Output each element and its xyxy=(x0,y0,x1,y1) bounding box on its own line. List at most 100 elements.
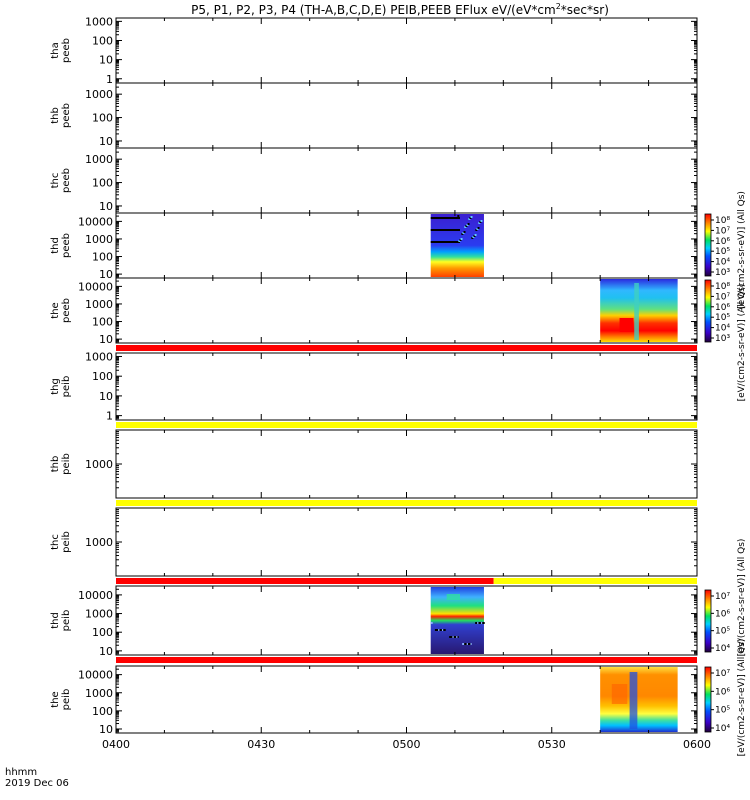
panel-thb-peib: 1000 thbpeib xyxy=(50,422,698,499)
colorbar-tick-label: 10⁴ xyxy=(715,644,730,654)
noise-dot-15 xyxy=(465,643,468,645)
noise-dot-15 xyxy=(466,224,469,226)
panel-frame xyxy=(115,212,698,279)
noise-dot-6 xyxy=(455,636,458,638)
colorbar-3: 10⁷ 10⁶ 10⁵ 10⁴ [eV/(cm2-s-sr-eV)] (All Qs) xyxy=(704,639,747,757)
hot-region-0 xyxy=(611,684,628,704)
y-tick-label: 10 xyxy=(99,645,113,658)
noise-dot-5 xyxy=(468,218,471,220)
noise-dot-14 xyxy=(459,239,462,241)
y-tick-label: 1000 xyxy=(85,15,113,28)
noise-dot-8 xyxy=(465,225,468,227)
y-axis-label: thdpeeb xyxy=(50,233,72,258)
y-tick-label: 1000 xyxy=(85,350,113,363)
panel-thb-peeb: 1000 100 10 thbpeeb xyxy=(50,82,698,149)
panel-frame xyxy=(115,429,698,499)
y-tick-label: 100 xyxy=(92,316,113,329)
panel-thc-peib: 1000 thcpeib xyxy=(50,500,698,577)
colorbar-tick-label: 10⁵ xyxy=(715,706,730,716)
noise-dot-17 xyxy=(438,629,441,631)
x-tick-label: 0500 xyxy=(393,738,421,751)
panel-frame xyxy=(115,585,698,656)
panel-thg-peib: 1000 100 10 1 thgpeib xyxy=(50,345,698,423)
y-tick-label: 10000 xyxy=(78,215,113,228)
noise-stripe-1 xyxy=(430,229,461,231)
y-axis-label: thbpeeb xyxy=(50,103,72,128)
noise-dot-4 xyxy=(461,233,464,235)
y-axis-label: thapeeb xyxy=(50,38,72,63)
colorbar-scale xyxy=(704,279,712,343)
panel-frame xyxy=(115,147,698,214)
y-tick-label: 1000 xyxy=(85,88,113,101)
colorbar-tick-label: 10⁸ xyxy=(715,282,730,292)
noise-dot-19 xyxy=(470,216,473,218)
x-axis: 0400 0430 0500 0530 0600 xyxy=(102,738,711,751)
noise-dot-28 xyxy=(475,622,478,624)
y-tick-label: 1000 xyxy=(85,233,113,246)
panel-frame xyxy=(115,507,698,577)
y-axis-label-line2: peib xyxy=(61,531,72,553)
colorbar-tick-label: 10⁴ xyxy=(715,324,730,334)
y-tick-label: 1000 xyxy=(85,608,113,621)
y-axis-label-line1: thc xyxy=(50,173,61,189)
y-tick-label: 1000 xyxy=(85,153,113,166)
noise-dot-18 xyxy=(451,636,454,638)
cool-streak-0 xyxy=(634,283,639,340)
colorbar-label: [eV/(cm2-s-sr-eV)] (All Qs) xyxy=(737,639,747,757)
y-tick-label: 10 xyxy=(99,135,113,148)
colorbar-label: [eV/(cm2-s-sr-eV)] (All Qs) xyxy=(737,539,747,657)
y-tick-label: 10 xyxy=(99,333,113,346)
y-axis-label: thdpeib xyxy=(50,610,72,632)
y-tick-label: 1000 xyxy=(85,536,113,549)
noise-dot-2 xyxy=(471,237,474,239)
colorbar-tick-label: 10³ xyxy=(715,334,730,344)
colorbar-tick-label: 10⁶ xyxy=(715,237,730,247)
noise-dot-10 xyxy=(479,221,482,223)
noise-dot-4 xyxy=(482,622,485,624)
y-tick-label: 1 xyxy=(106,73,113,86)
panels: 1000100101thapeeb100010010thbpeeb1000100… xyxy=(50,15,698,736)
y-axis-label-line1: the xyxy=(50,302,61,318)
noise-dot-25 xyxy=(436,629,439,631)
noise-dot-7 xyxy=(458,240,461,242)
y-axis-label: thcpeib xyxy=(50,531,72,553)
panel-tha-peeb: 1000 100 10 1 thapeeb xyxy=(50,15,698,86)
y-axis-label-line2: peeb xyxy=(61,233,72,258)
y-tick-label: 100 xyxy=(92,34,113,47)
y-tick-label: 1000 xyxy=(85,687,113,700)
y-axis-label-line1: thb xyxy=(50,456,61,473)
noise-dot-6 xyxy=(475,229,478,231)
y-axis-label-line1: thb xyxy=(50,107,61,124)
y-tick-label: 100 xyxy=(92,177,113,190)
colorbar-tick-label: 10⁶ xyxy=(715,609,730,619)
noise-dot-1 xyxy=(464,226,467,228)
y-tick-label: 10000 xyxy=(78,669,113,682)
colorbar-tick-label: 10⁷ xyxy=(715,292,730,302)
noise-dot-2 xyxy=(456,636,459,638)
x-tick-label: 0400 xyxy=(102,738,130,751)
noise-dot-3 xyxy=(478,222,481,224)
colorbar-tick-label: 10⁵ xyxy=(715,627,730,637)
y-tick-label: 100 xyxy=(92,626,113,639)
hot-region-0 xyxy=(619,318,634,332)
noise-dot-20 xyxy=(477,622,480,624)
colorbar-2: 10⁷ 10⁶ 10⁵ 10⁴ [eV/(cm2-s-sr-eV)] (All Qs) xyxy=(704,539,747,657)
y-tick-label: 1000 xyxy=(85,458,113,471)
colorbar-label: [eV/(cm2-s-sr-eV)] (All Qs) xyxy=(737,284,747,402)
y-tick-label: 100 xyxy=(92,370,113,383)
noise-dot-13 xyxy=(476,228,479,230)
colorbar-label: [eV/(cm2-s-sr-eV)] (All Qs) xyxy=(737,191,747,309)
noise-dot-8 xyxy=(481,622,484,624)
colorbar-tick-label: 10⁷ xyxy=(715,669,730,679)
y-axis-label-line2: peeb xyxy=(61,298,72,323)
noise-dot-11 xyxy=(467,643,470,645)
status-bar-segment-1 xyxy=(493,578,697,584)
panel-frame xyxy=(115,352,698,421)
noise-dot-29 xyxy=(434,629,437,631)
noise-dot-0 xyxy=(430,622,433,624)
panel-thd-peeb: 10000 1000 100 10 thdpeeb xyxy=(50,212,698,281)
noise-dot-1 xyxy=(443,629,446,631)
